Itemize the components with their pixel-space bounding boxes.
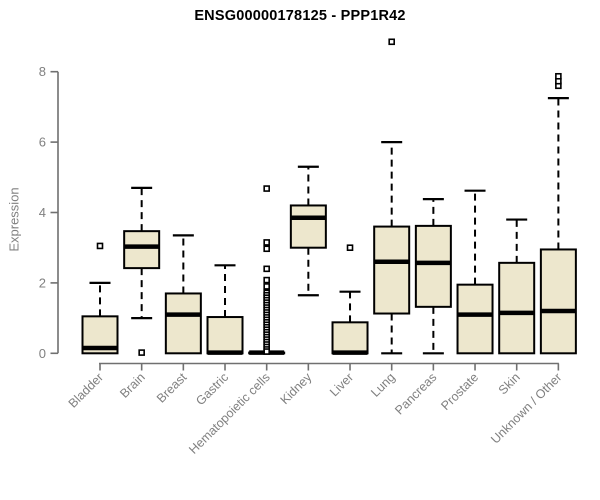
y-tick-label: 2 — [39, 275, 46, 290]
x-category-label: Liver — [327, 370, 356, 399]
y-tick-label: 8 — [39, 64, 46, 79]
boxplot-group — [456, 189, 494, 355]
outlier-point — [263, 276, 270, 284]
outlier-point — [346, 244, 354, 251]
y-tick-label: 0 — [39, 346, 46, 361]
x-category-label: Gastric — [193, 370, 231, 408]
x-category-label: Breast — [154, 370, 190, 406]
outlier-point — [138, 349, 145, 356]
boxplot-group — [81, 242, 119, 355]
x-category-label: Kidney — [278, 370, 315, 407]
boxplot-group — [248, 185, 286, 355]
outlier-point — [555, 72, 562, 80]
box-iqr — [414, 224, 452, 308]
boxplot-group — [123, 186, 161, 356]
x-category-label: Brain — [117, 370, 148, 401]
y-tick-label: 4 — [39, 205, 46, 220]
boxplot-group — [414, 198, 452, 355]
box-iqr — [164, 292, 202, 355]
outlier-point — [263, 245, 270, 253]
x-category-label: Pancreas — [392, 370, 439, 417]
boxplot-group — [373, 38, 411, 355]
y-tick-label: 6 — [39, 135, 46, 150]
outlier-point — [388, 38, 395, 46]
boxplot-group — [164, 234, 202, 355]
outlier-point — [263, 239, 270, 246]
outlier-point — [263, 283, 270, 290]
x-category-label: Skin — [496, 370, 523, 397]
boxplot-group — [206, 264, 244, 355]
outlier-point — [263, 265, 270, 273]
box-iqr — [373, 225, 411, 315]
x-category-label: Unknown / Other — [488, 370, 564, 446]
box-iqr — [331, 321, 369, 355]
boxplot-group — [539, 72, 577, 355]
chart-title: ENSG00000178125 - PPP1R42 — [194, 8, 406, 24]
x-category-label: Hematopoietic cells — [186, 370, 273, 457]
x-category-label: Prostate — [438, 370, 481, 413]
box-iqr — [123, 230, 161, 270]
box-iqr — [206, 316, 244, 355]
box-iqr — [539, 248, 577, 355]
box-iqr — [456, 283, 494, 355]
box-iqr — [289, 204, 327, 249]
outlier-point — [263, 185, 270, 192]
x-category-label: Bladder — [66, 370, 106, 410]
boxplot-group — [331, 244, 369, 355]
outlier-point — [96, 242, 104, 250]
boxplot-group — [498, 218, 536, 355]
box-iqr — [498, 261, 536, 355]
x-category-label: Lung — [368, 370, 398, 400]
outlier-point — [263, 348, 270, 355]
boxplot-group — [289, 165, 327, 297]
